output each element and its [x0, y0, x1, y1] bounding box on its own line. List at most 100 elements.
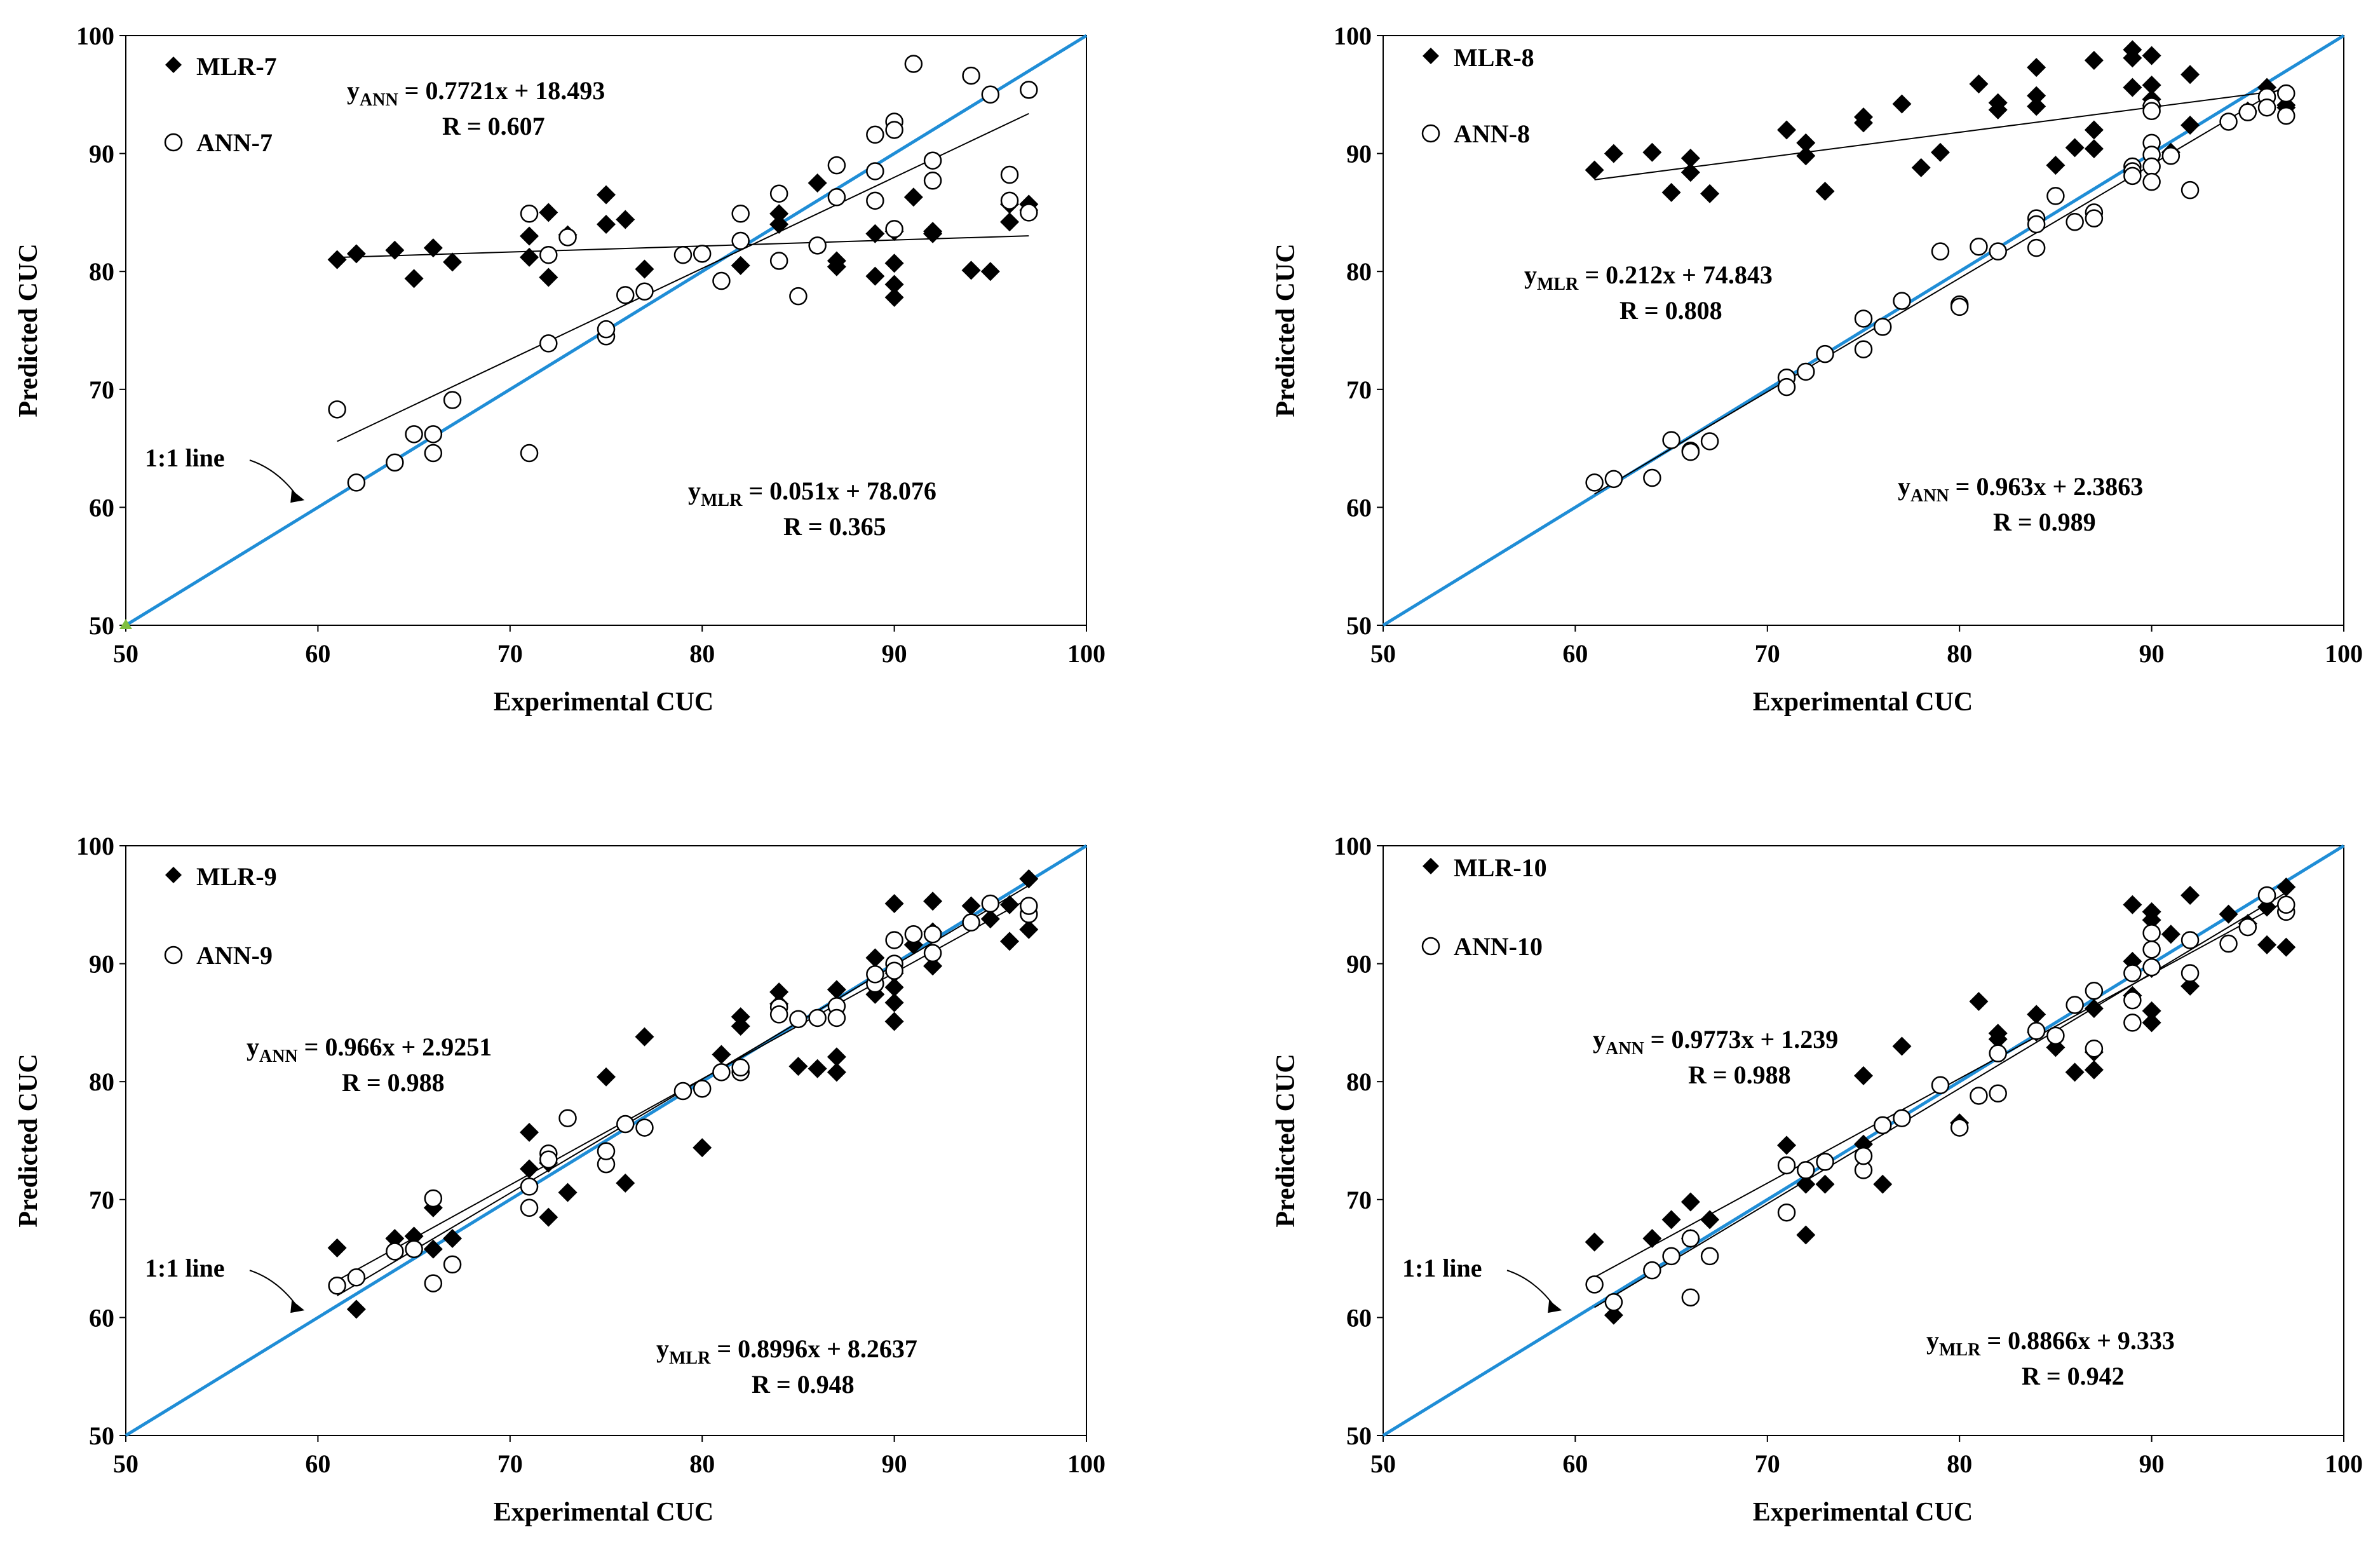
- ann-point: [1000, 165, 1019, 184]
- mlr-point: [1911, 158, 1931, 177]
- y-tick-label: 90: [1346, 140, 1372, 168]
- y-axis-title: Predicted CUC: [14, 1054, 43, 1227]
- x-axis-title: Experimental CUC: [494, 688, 713, 717]
- y-tick-label: 50: [1346, 611, 1372, 640]
- ann-point: [443, 391, 462, 409]
- ann-point: [616, 1115, 635, 1134]
- ann-point: [2142, 940, 2161, 959]
- mlr-point: [2142, 75, 2161, 95]
- equation-ann: yANN = 0.963x + 2.3863: [1898, 472, 2143, 506]
- ann-point: [731, 205, 750, 223]
- y-tick-label: 80: [1346, 1068, 1372, 1096]
- ann-point: [2181, 931, 2200, 949]
- y-tick-label: 100: [76, 22, 114, 50]
- equation-ann: yANN = 0.9773x + 1.239: [1593, 1025, 1838, 1059]
- mlr-point: [1777, 1136, 1797, 1155]
- mlr-point: [539, 203, 558, 222]
- mlr-point: [443, 252, 463, 272]
- ann-point: [1854, 340, 1873, 358]
- ann-point: [2046, 1026, 2065, 1045]
- ann-point: [866, 965, 884, 984]
- x-tick-label: 80: [689, 1449, 715, 1478]
- ann-point: [424, 425, 443, 444]
- x-tick-label: 90: [2139, 639, 2165, 668]
- ann-point: [827, 1008, 846, 1027]
- ann-point: [1000, 191, 1019, 210]
- equation-mlr-r: R = 0.942: [2022, 1362, 2125, 1390]
- ann-point: [885, 961, 903, 980]
- y-tick-label: 70: [1346, 376, 1372, 404]
- mlr-point: [558, 1183, 578, 1202]
- ann-point: [2277, 84, 2295, 103]
- mlr-point: [1700, 184, 1720, 203]
- equation-mlr: yMLR = 0.8996x + 8.2637: [656, 1334, 917, 1368]
- y-tick-label: 50: [89, 611, 114, 640]
- ann-point: [424, 1274, 443, 1292]
- y-tick-label: 60: [89, 1303, 114, 1332]
- ann-point: [885, 931, 903, 949]
- mlr-point: [1892, 94, 1912, 114]
- ann-point: [405, 425, 423, 444]
- equation-ann-r: R = 0.988: [1688, 1061, 1791, 1089]
- mlr-point: [1988, 93, 2008, 112]
- ann-point: [1700, 432, 1719, 451]
- ann-point: [1585, 473, 1604, 492]
- ann-point: [923, 944, 942, 963]
- mlr-point: [1604, 144, 1623, 163]
- mlr-point: [346, 244, 366, 264]
- x-tick-label: 60: [305, 1449, 330, 1478]
- mlr-point: [2027, 86, 2046, 105]
- legend-ann-label: ANN-9: [196, 941, 273, 970]
- ann-point: [2219, 112, 2238, 131]
- ann-point: [2142, 958, 2161, 977]
- ann-point: [1020, 897, 1038, 915]
- mlr-point: [903, 187, 923, 207]
- ann-point: [347, 1268, 366, 1287]
- mlr-point: [1930, 142, 1950, 162]
- mlr-point: [827, 1047, 846, 1067]
- ann-point: [731, 1058, 750, 1077]
- y-tick-label: 60: [89, 493, 114, 522]
- ann-point: [520, 1198, 539, 1217]
- ann-point: [2142, 102, 2161, 121]
- mlr-point: [884, 254, 904, 273]
- ann-point: [673, 245, 693, 264]
- ann-point: [866, 125, 884, 144]
- ann-point: [885, 220, 903, 238]
- ann-point: [328, 400, 346, 419]
- y-axis-title: Predicted CUC: [1271, 243, 1301, 417]
- mlr-point: [2123, 895, 2142, 914]
- ann-point: [635, 282, 654, 301]
- ann-point: [2181, 964, 2200, 982]
- mlr-point: [884, 893, 904, 913]
- ann-point: [1873, 1116, 1892, 1135]
- mlr-point: [2257, 935, 2277, 954]
- ann-point: [2219, 934, 2238, 953]
- one-to-one-arrowhead: [1548, 1300, 1562, 1313]
- ann-point: [962, 913, 980, 932]
- legend-mlr-marker: [165, 867, 182, 883]
- mlr-point: [635, 259, 654, 279]
- ann-point: [1777, 1203, 1796, 1222]
- ann-point: [424, 1189, 443, 1208]
- x-tick-label: 70: [1755, 1449, 1780, 1478]
- x-tick-label: 90: [882, 639, 907, 668]
- legend-mlr-label: MLR-8: [1454, 43, 1534, 72]
- ann-point: [1604, 1293, 1623, 1312]
- equation-ann: yANN = 0.966x + 2.9251: [247, 1033, 492, 1066]
- one-to-one-label: 1:1 line: [145, 1254, 225, 1282]
- mlr-point: [616, 210, 635, 229]
- y-tick-label: 100: [1334, 832, 1372, 860]
- ann-point: [1989, 242, 2007, 261]
- ann-point: [789, 287, 808, 306]
- mlr-point: [884, 1012, 904, 1031]
- equation-ann: yANN = 0.7721x + 18.493: [347, 76, 605, 110]
- y-axis-title: Predicted CUC: [1271, 1054, 1301, 1227]
- ann-point: [808, 1008, 827, 1027]
- mlr-point: [597, 185, 616, 205]
- y-axis-title: Predicted CUC: [14, 243, 43, 417]
- ann-point: [2257, 886, 2276, 905]
- mlr-point: [2219, 904, 2238, 924]
- one-to-one-label: 1:1 line: [1402, 1254, 1482, 1282]
- ann-point: [2027, 1022, 2046, 1040]
